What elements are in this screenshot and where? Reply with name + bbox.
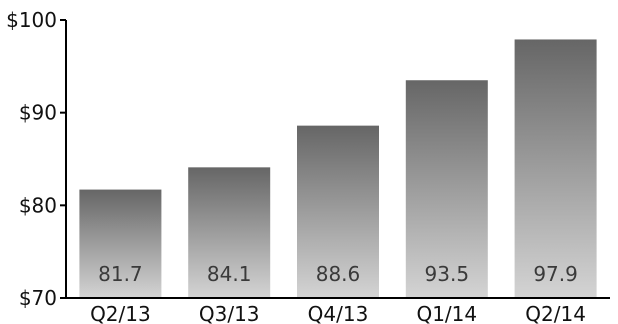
x-category-label: Q1/14 bbox=[416, 302, 477, 324]
y-tick-label: $90 bbox=[19, 101, 57, 125]
x-category-label: Q4/13 bbox=[308, 302, 369, 324]
bar bbox=[297, 125, 379, 298]
bar-data-label: 93.5 bbox=[425, 262, 470, 286]
bars-group: 81.7 84.1 88.6 93.5 97.9 bbox=[79, 39, 597, 299]
bar bbox=[405, 80, 488, 298]
bar bbox=[188, 167, 271, 298]
bar-data-label: 88.6 bbox=[316, 262, 361, 286]
bar-data-label: 81.7 bbox=[98, 262, 143, 286]
bar bbox=[79, 189, 162, 298]
y-axis-ticks: $70 $80 $90 $100 bbox=[6, 8, 66, 310]
y-tick-label: $70 bbox=[19, 286, 57, 310]
x-category-label: Q3/13 bbox=[199, 302, 260, 324]
x-axis-labels: Q2/13 Q3/13 Q4/13 Q1/14 Q2/14 bbox=[90, 302, 586, 324]
bar bbox=[514, 39, 597, 299]
y-tick-label: $100 bbox=[6, 8, 57, 32]
y-tick-label: $80 bbox=[19, 193, 57, 217]
bar-data-label: 97.9 bbox=[533, 262, 578, 286]
x-category-label: Q2/13 bbox=[90, 302, 151, 324]
bar-data-label: 84.1 bbox=[207, 262, 252, 286]
x-category-label: Q2/14 bbox=[525, 302, 586, 324]
